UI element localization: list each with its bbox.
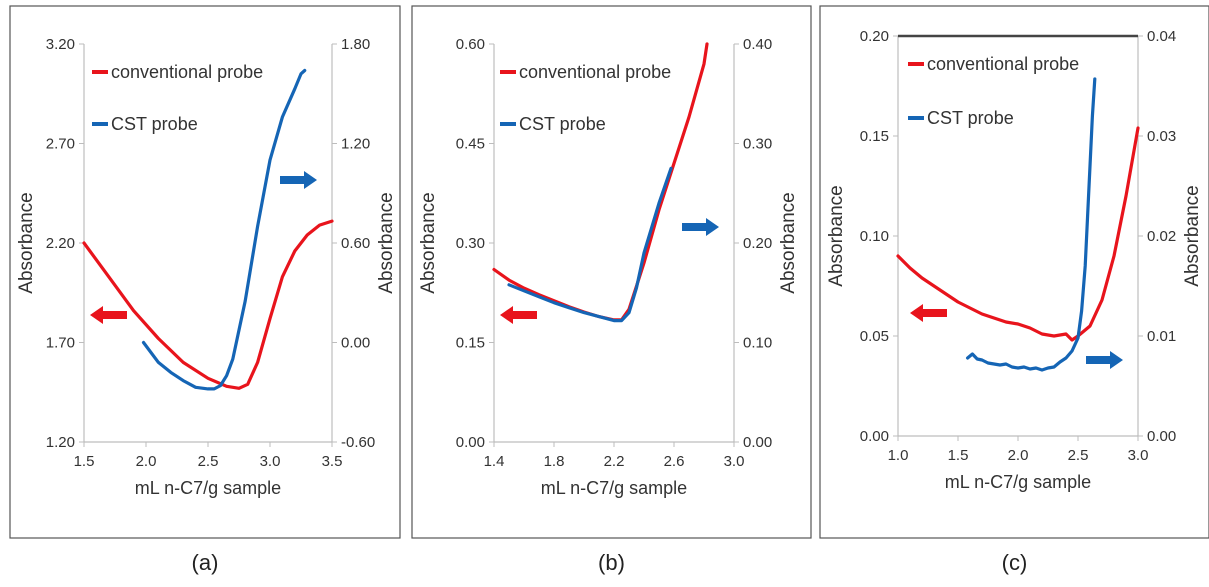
arrow-left-axis-indicator (910, 304, 947, 322)
x-tick-label: 3.5 (322, 453, 343, 470)
y-left-tick-label: 0.45 (456, 136, 485, 153)
y-left-tick-label: 0.60 (456, 36, 485, 53)
x-tick-label: 2.5 (198, 453, 219, 470)
arrow-right-axis-indicator (1086, 351, 1123, 369)
x-tick-label: 1.0 (888, 447, 909, 464)
y-right-tick-label: 0.00 (341, 335, 370, 352)
y-left-tick-label: 0.00 (860, 428, 889, 445)
legend-label-cst: CST probe (927, 108, 1014, 128)
series-line-cst-probe (141, 68, 307, 391)
x-tick-label: 2.6 (664, 453, 685, 470)
legend-label-cst: CST probe (519, 114, 606, 134)
y-left-tick-label: 0.00 (456, 434, 485, 451)
y-left-tick-label: 0.15 (456, 335, 485, 352)
x-tick-label: 3.0 (260, 453, 281, 470)
panel-caption: (b) (598, 550, 625, 575)
x-tick-label: 1.5 (74, 453, 95, 470)
y-axis-title-left: Absorbance (826, 185, 847, 286)
y-right-tick-label: 0.60 (341, 235, 370, 252)
y-axis-title-right: Absorbance (1182, 185, 1203, 286)
y-left-tick-label: 0.15 (860, 128, 889, 145)
x-axis-title: mL n-C7/g sample (135, 478, 281, 498)
x-axis-title: mL n-C7/g sample (945, 472, 1091, 492)
x-tick-label: 1.8 (544, 453, 565, 470)
y-right-tick-label: 0.00 (743, 434, 772, 451)
x-tick-label: 2.0 (1008, 447, 1029, 464)
x-tick-label: 1.5 (948, 447, 969, 464)
legend-label-conventional: conventional probe (519, 62, 671, 82)
arrow-right-axis-indicator (682, 218, 719, 236)
legend-label-cst: CST probe (111, 114, 198, 134)
chart-panel-2: 0.00 0.15 0.30 0.45 0.60 0.00 0.10 0.20 0.30 0.40… (411, 5, 812, 539)
y-right-tick-label: 0.04 (1147, 28, 1176, 45)
panel-caption: (a) (192, 550, 219, 575)
x-tick-label: 1.4 (484, 453, 505, 470)
legend-label-conventional: conventional probe (927, 54, 1079, 74)
panel-frame (9, 5, 401, 539)
legend-label-conventional: conventional probe (111, 62, 263, 82)
y-left-tick-label: 2.70 (46, 136, 75, 153)
y-left-tick-label: 0.10 (860, 228, 889, 245)
y-left-tick-label: 1.20 (46, 434, 75, 451)
y-right-tick-label: 1.20 (341, 136, 370, 153)
x-tick-label: 3.0 (724, 453, 745, 470)
x-tick-label: 3.0 (1128, 447, 1149, 464)
y-left-tick-label: 0.20 (860, 28, 889, 45)
y-axis-title-right: Absorbance (778, 192, 799, 293)
arrow-left-axis-indicator (500, 306, 537, 324)
y-axis-title-left: Absorbance (16, 192, 37, 293)
series-line-cst-probe (507, 166, 673, 323)
y-right-tick-label: 0.00 (1147, 428, 1176, 445)
arrow-right-axis-indicator (280, 171, 317, 189)
y-axis-title-right: Absorbance (376, 192, 397, 293)
y-right-tick-label: 1.80 (341, 36, 370, 53)
x-tick-label: 2.5 (1068, 447, 1089, 464)
x-axis-title: mL n-C7/g sample (541, 478, 687, 498)
y-right-tick-label: 0.20 (743, 235, 772, 252)
y-right-tick-label: 0.40 (743, 36, 772, 53)
y-right-tick-label: 0.10 (743, 335, 772, 352)
series-line-conventional-probe (82, 219, 334, 390)
y-left-tick-label: 0.30 (456, 235, 485, 252)
y-left-tick-label: 2.20 (46, 235, 75, 252)
y-left-tick-label: 1.70 (46, 335, 75, 352)
y-left-tick-label: 3.20 (46, 36, 75, 53)
arrow-left-axis-indicator (90, 306, 127, 324)
series-line-cst-probe (966, 77, 1097, 372)
y-right-tick-label: 0.03 (1147, 128, 1176, 145)
panel-frame (411, 5, 812, 539)
x-tick-label: 2.2 (604, 453, 625, 470)
y-right-tick-label: -0.60 (341, 434, 375, 451)
series-line-conventional-probe (896, 126, 1140, 342)
y-axis-title-left: Absorbance (418, 192, 439, 293)
y-right-tick-label: 0.30 (743, 136, 772, 153)
y-right-tick-label: 0.01 (1147, 328, 1176, 345)
panel-frame (819, 5, 1209, 539)
y-left-tick-label: 0.05 (860, 328, 889, 345)
x-tick-label: 2.0 (136, 453, 157, 470)
panel-caption: (c) (1002, 550, 1028, 575)
chart-panel-1: 1.20 1.70 2.20 2.70 3.20 -0.60 0.00 0.60 1.20 1.8… (9, 5, 401, 539)
y-right-tick-label: 0.02 (1147, 228, 1176, 245)
chart-panel-3: 0.00 0.05 0.10 0.15 0.20 0.00 0.01 0.02 0.03 0.04… (819, 5, 1209, 539)
